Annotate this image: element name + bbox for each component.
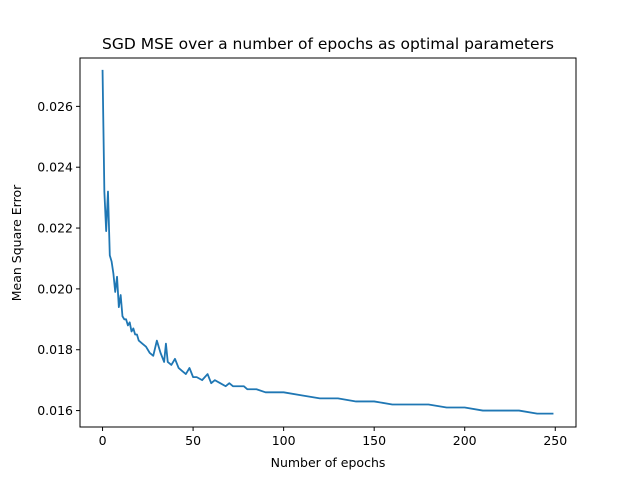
x-tick-label: 100 (272, 433, 296, 448)
x-tick-label: 150 (362, 433, 386, 448)
y-tick-label: 0.018 (37, 342, 73, 357)
series-line-0 (101, 69, 554, 415)
x-tick-label: 200 (453, 433, 477, 448)
y-tick-label: 0.020 (37, 281, 73, 296)
y-tick-label: 0.026 (37, 99, 73, 114)
axis-ticks: 0 50 100 150 200 250 0.016 0.018 0.020 0.022 0.024… (37, 99, 567, 448)
plot-area (101, 69, 554, 415)
x-axis-label: Number of epochs (271, 455, 386, 470)
x-tick-label: 50 (185, 433, 201, 448)
y-tick-label: 0.022 (37, 221, 73, 236)
y-axis-label: Mean Square Error (9, 184, 24, 301)
x-tick-label: 250 (543, 433, 567, 448)
x-tick-label: 0 (99, 433, 107, 448)
y-tick-label: 0.016 (37, 403, 73, 418)
y-tick-label: 0.024 (37, 160, 73, 175)
chart-title: SGD MSE over a number of epochs as optim… (102, 35, 554, 53)
axes-frame (79, 57, 577, 428)
